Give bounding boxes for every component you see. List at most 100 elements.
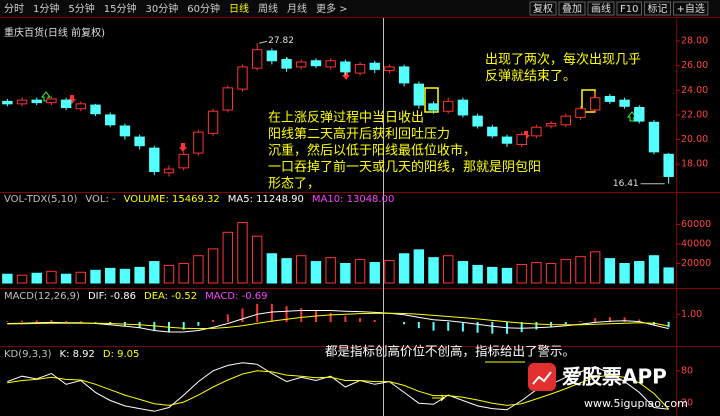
candle-body [531, 126, 542, 137]
y-tick-label: 40000 [681, 239, 711, 250]
tool-button[interactable]: +自选 [676, 2, 704, 15]
buy-arrow [68, 95, 76, 104]
candle-body [428, 103, 439, 111]
candle-body [16, 99, 28, 105]
tool-button[interactable]: 叠加 [562, 3, 582, 15]
annotation: 一口吞掉了前一天或几天的阳线，那就是阴包阳 [268, 159, 541, 175]
y-tick-label: 60000 [681, 219, 711, 230]
volume-bar [105, 267, 116, 284]
period-tab[interactable]: 更多 > [316, 2, 348, 15]
candle-body [325, 60, 336, 68]
period-tab[interactable]: 5分钟 [68, 2, 94, 15]
period-tab[interactable]: 1分钟 [33, 2, 59, 15]
period-tab[interactable]: 30分钟 [145, 2, 178, 15]
annotation: 在上涨反弹过程中当日收出 [268, 111, 424, 126]
y-tick-label: 20 [681, 398, 693, 409]
candle-body [281, 59, 292, 69]
indicator-header: DIF: -0.86 [88, 291, 136, 302]
indicator-header: MA5: 11248.90 [228, 194, 304, 205]
tool-button[interactable]: F10 [620, 4, 638, 15]
candle-body [487, 126, 498, 137]
volume-bar [604, 258, 616, 284]
candle-body [560, 115, 571, 126]
highlight-box [424, 87, 439, 113]
chart-title: 重庆百货(日线 前复权) [4, 26, 105, 39]
tool-button-frame [643, 1, 671, 16]
y-tick-label: 28.00 [681, 36, 708, 47]
candle-body [604, 95, 616, 102]
extreme-pointer [259, 40, 268, 44]
candle-body [648, 121, 660, 153]
indicator-header: MA10: 13048.00 [312, 194, 394, 205]
tool-button[interactable]: 标记 [647, 3, 667, 15]
candle-body [663, 153, 674, 177]
volume-bar [149, 261, 160, 284]
buy-arrow [179, 143, 187, 152]
indicator-header: VOL-TDX(5,10) [4, 194, 77, 205]
period-tab[interactable]: 60分钟 [187, 2, 220, 15]
volume-bar [384, 260, 395, 284]
candle-body [457, 99, 469, 116]
volume-bar [619, 263, 630, 284]
volume-bar [2, 273, 13, 284]
tool-button[interactable]: 画线 [591, 2, 611, 15]
candle-body [46, 98, 57, 104]
candle-body [149, 147, 160, 173]
indicator-line [7, 362, 669, 412]
annotation: 都是指标创高价位不创高，指标给出了警示。 [325, 344, 575, 359]
period-tab[interactable]: 分时 [4, 3, 24, 15]
annotation: 反弹就结束了。 [485, 69, 576, 84]
volume-bar [545, 263, 557, 284]
indicator-header: MACD(12,26,9) [4, 291, 80, 302]
volume-bar [296, 255, 307, 284]
tool-button[interactable]: 复权 [533, 2, 553, 15]
volume-bar [531, 262, 542, 284]
volume-bar [501, 267, 513, 284]
low-label: 16.41 [613, 179, 639, 189]
app-icon [528, 363, 556, 391]
tool-button-frame [529, 1, 557, 16]
volume-bar [648, 255, 660, 284]
volume-bar [472, 264, 483, 284]
period-tab[interactable]: 日线 [229, 2, 249, 15]
y-tick-label: 18.00 [681, 159, 708, 170]
indicator-header: K: 8.92 [60, 349, 95, 360]
period-tab[interactable]: 周线 [258, 2, 278, 15]
indicator-line [7, 310, 669, 333]
candle-body [413, 83, 425, 106]
tool-button-frame [558, 1, 586, 16]
volume-bar [516, 263, 527, 284]
candle-body [163, 168, 175, 174]
period-tab[interactable]: 15分钟 [104, 2, 137, 15]
volume-bar [16, 274, 28, 284]
candle-body [501, 136, 513, 144]
volume-bar [413, 249, 425, 284]
toolbar [0, 0, 720, 17]
indicator-line [7, 312, 669, 330]
candle-body [634, 107, 645, 122]
candle-body [340, 61, 351, 73]
candle-body [575, 108, 586, 118]
y-tick-label: 1.00 [681, 309, 702, 320]
volume-bar [487, 266, 498, 284]
y-tick-label: 20.00 [681, 134, 708, 145]
candle-body [516, 134, 527, 145]
candle-body [105, 114, 116, 126]
y-tick-label: 24.00 [681, 85, 708, 96]
watermark-url: www.5igupiao.com [584, 397, 688, 410]
volume-bar [266, 253, 278, 284]
period-tab[interactable]: 月线 [287, 2, 307, 15]
volume-bar [163, 264, 175, 284]
volume-bar [340, 263, 351, 284]
volume-bar [134, 266, 145, 284]
y-tick-label: 20000 [681, 258, 711, 269]
volume-bar [634, 261, 645, 284]
volume-bar [207, 248, 219, 284]
candle-body [134, 136, 145, 147]
watermark-brand: 爱股票APP [562, 365, 667, 389]
indicator-header: D: 9.05 [103, 349, 140, 360]
sell-arrow [40, 91, 52, 102]
candle-body [266, 50, 278, 62]
annotation: 形态了， [268, 177, 320, 192]
tool-button-frame [616, 1, 642, 16]
